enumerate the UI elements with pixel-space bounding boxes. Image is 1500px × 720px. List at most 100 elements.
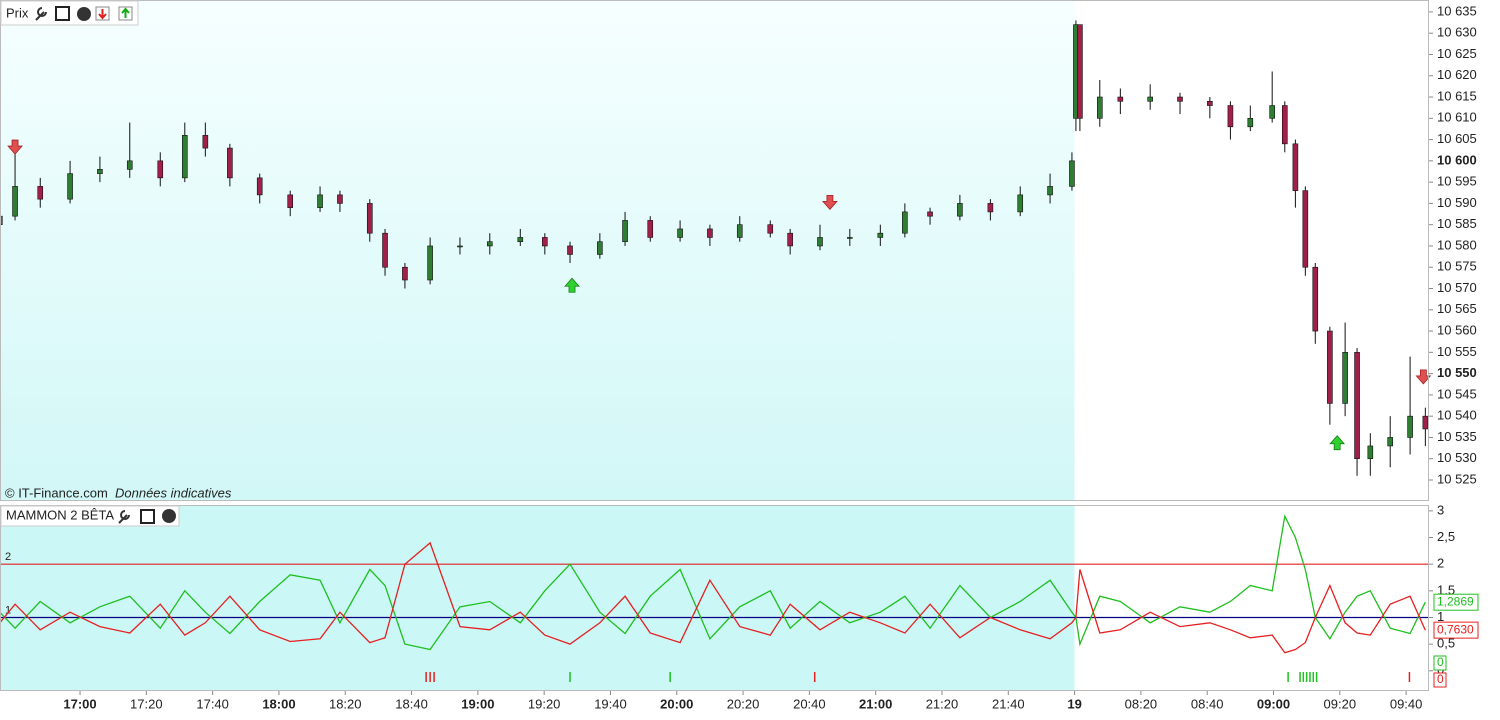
y-tick-label: 10 540	[1437, 408, 1477, 423]
settings-icon[interactable]	[35, 7, 47, 21]
last-value-box	[1433, 593, 1479, 611]
candle-body	[927, 211, 933, 217]
candle-body	[1047, 186, 1053, 196]
level-label: 2	[5, 551, 11, 563]
y-tick-label: 1	[1437, 609, 1444, 624]
x-tick-label: 09:40	[1390, 696, 1423, 711]
y-tick-label: 10 525	[1437, 471, 1477, 486]
candle-body	[382, 232, 388, 268]
session-shade	[0, 505, 1075, 690]
candle-body	[486, 241, 493, 247]
count-box	[1433, 655, 1447, 671]
x-tick-label: 19:00	[461, 696, 494, 711]
candle-body	[542, 237, 548, 247]
candle-body	[1302, 190, 1309, 268]
candle-body	[647, 220, 654, 238]
indicator-line	[0, 541, 1426, 654]
candle-body	[402, 266, 408, 281]
candle-body	[337, 194, 343, 204]
session-shade	[0, 0, 1075, 500]
x-tick-label: 20:40	[793, 696, 826, 711]
candle-body	[902, 211, 908, 234]
candle-body	[597, 241, 603, 255]
y-tick-label: 10 555	[1437, 344, 1477, 359]
x-tick-label: 21:20	[926, 696, 959, 711]
x-tick-label: 08:40	[1191, 696, 1224, 711]
y-tick-label: 10 610	[1437, 110, 1477, 125]
candle-body	[567, 245, 573, 255]
y-tick-label: 10 575	[1437, 259, 1477, 274]
y-tick-label: 10 550	[1437, 365, 1477, 380]
last-value-label: 1,2869	[1437, 594, 1474, 608]
candle-body	[256, 177, 263, 196]
x-tick-label: 17:40	[196, 696, 229, 711]
signal-arrow	[822, 195, 838, 211]
y-tick-label: 10 545	[1437, 386, 1477, 401]
y-tick-label: 3	[1437, 502, 1444, 517]
candle-body	[677, 228, 683, 238]
y-tick-label: 10 600	[1437, 152, 1477, 167]
candle-body	[1354, 352, 1360, 460]
indicator-toolbar: MAMMON 2 BÊTA	[0, 505, 180, 527]
candle-body	[126, 160, 133, 170]
candle-body	[1422, 415, 1429, 430]
candle-body	[457, 245, 463, 248]
indicator-panel-frame	[0, 505, 1429, 691]
x-tick-label: 19:40	[594, 696, 627, 711]
window-icon[interactable]	[55, 6, 70, 21]
y-tick-label: 10 585	[1437, 216, 1477, 231]
candle-body	[287, 194, 294, 208]
candle-body	[1269, 105, 1275, 119]
candle-body	[1407, 415, 1413, 438]
y-tick-label: 10 580	[1437, 237, 1477, 252]
candle-body	[787, 232, 793, 247]
y-tick-label: 10 590	[1437, 195, 1477, 210]
price-toolbar: Prix	[0, 0, 139, 26]
y-tick-label: 10 635	[1437, 3, 1477, 18]
candle-body	[957, 203, 963, 217]
arrow-down	[98, 9, 107, 20]
panel-title: Prix	[6, 5, 29, 20]
signal-arrow	[1329, 435, 1346, 451]
y-tick-label: 10 625	[1437, 46, 1477, 61]
x-tick-label: 18:20	[329, 696, 362, 711]
candle-body	[1147, 96, 1153, 102]
plot-layer: 10 525 10 530 10 535 10 540 10 545 10 550 10 5…	[0, 3, 1479, 711]
y-tick-label: 2	[1437, 556, 1444, 571]
x-tick-label: 21:00	[859, 696, 892, 711]
candle-body	[707, 228, 713, 238]
credit: © IT-Finance.com	[5, 485, 108, 500]
x-tick-label: 08:20	[1125, 696, 1158, 711]
x-tick-label: 17:00	[63, 696, 96, 711]
close-icon[interactable]	[162, 509, 176, 523]
candle-body	[1227, 105, 1234, 128]
y-tick-label: 0,5	[1437, 636, 1455, 651]
candle-body	[736, 224, 743, 238]
settings-icon[interactable]	[118, 510, 130, 524]
candle-body	[12, 186, 18, 217]
x-tick-label: 21:40	[992, 696, 1025, 711]
candle-body	[1292, 143, 1299, 191]
candle-body	[427, 245, 433, 281]
candle-body	[767, 224, 774, 234]
x-tick-label: 09:20	[1324, 696, 1357, 711]
window-icon[interactable]	[140, 509, 155, 524]
x-tick-label: 20:20	[727, 696, 760, 711]
candle-body	[1281, 105, 1288, 145]
candle-body	[366, 203, 373, 234]
session-plain	[1074, 0, 1428, 500]
candle-body	[1069, 160, 1075, 187]
y-tick-label: 10 530	[1437, 450, 1477, 465]
candle-body	[1342, 352, 1348, 404]
candle-body	[1207, 100, 1213, 106]
candle-body	[817, 237, 823, 247]
signal-arrow	[7, 139, 23, 155]
panel-title: MAMMON 2 BÊTA	[6, 507, 114, 522]
close-icon[interactable]	[77, 7, 91, 21]
candle-body	[97, 169, 103, 174]
candle-body	[987, 203, 994, 213]
y-tick-label: 10 615	[1437, 88, 1477, 103]
candle-body	[1327, 330, 1333, 404]
